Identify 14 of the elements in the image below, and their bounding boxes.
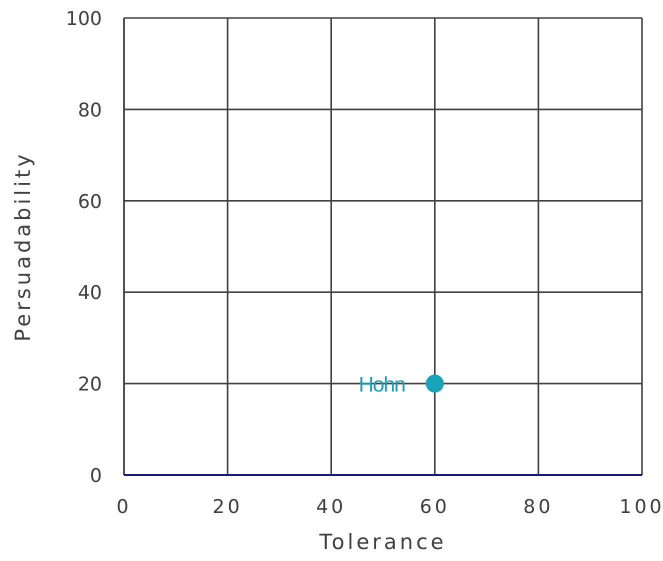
x-tick-label: 0 <box>116 496 132 518</box>
x-tick-label: 60 <box>420 496 450 518</box>
y-tick-label: 80 <box>78 99 102 122</box>
x-tick-label: 20 <box>212 496 243 518</box>
y-tick-label: 0 <box>90 465 102 487</box>
y-tick-label: 20 <box>78 374 102 396</box>
y-tick-label: 40 <box>78 282 102 304</box>
y-tick-label: 100 <box>66 8 102 30</box>
x-tick-label: 80 <box>523 496 554 518</box>
x-tick-label: 40 <box>316 496 346 518</box>
y-tick-label: 60 <box>78 190 102 213</box>
y-axis-title: Persuadability <box>11 151 35 342</box>
x-axis-title: Tolerance <box>318 530 447 554</box>
x-tick-label: 100 <box>619 496 663 518</box>
